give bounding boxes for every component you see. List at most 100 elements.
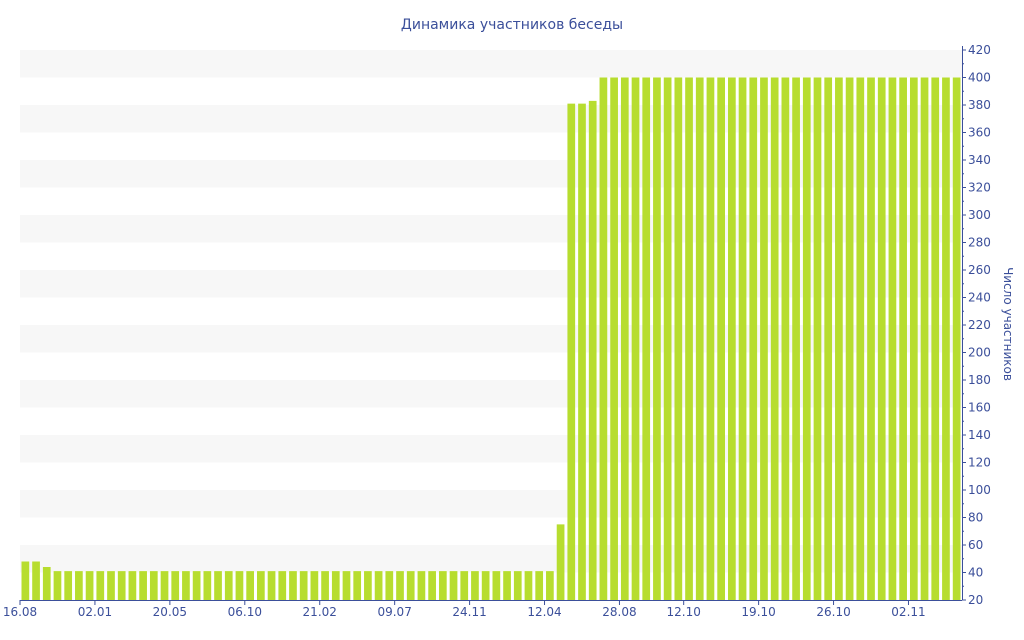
bar	[438, 571, 447, 601]
bar	[867, 77, 875, 600]
bar	[588, 100, 597, 601]
bar	[513, 571, 522, 601]
grid-band	[20, 50, 962, 78]
bar	[824, 77, 833, 600]
bar	[117, 571, 126, 601]
x-tick-label: 06.10	[228, 605, 262, 619]
bar	[578, 103, 586, 601]
x-tick-label: 19.10	[741, 605, 775, 619]
bar	[289, 571, 297, 601]
bar	[449, 571, 458, 601]
bar	[642, 77, 651, 600]
bar	[203, 571, 212, 601]
bar	[770, 77, 779, 600]
bar	[492, 571, 501, 601]
bar	[342, 571, 351, 601]
bar	[749, 77, 758, 600]
x-tick-label: 16.08	[3, 605, 37, 619]
bar	[620, 77, 629, 600]
bar	[182, 571, 190, 601]
bar	[139, 571, 147, 601]
bar	[428, 571, 436, 601]
bar	[877, 77, 886, 600]
bar	[75, 571, 83, 601]
bar	[931, 77, 940, 600]
bar	[717, 77, 725, 600]
bar	[631, 77, 640, 600]
x-tick-label: 28.08	[602, 605, 636, 619]
y-tick-label: 360	[968, 126, 991, 140]
bar	[353, 571, 362, 601]
y-tick-label: 40	[968, 566, 983, 580]
y-tick-label: 300	[968, 208, 991, 222]
bar	[888, 77, 897, 600]
x-tick-label: 12.04	[527, 605, 561, 619]
bar	[471, 571, 479, 601]
bar	[171, 571, 180, 601]
bar	[524, 571, 533, 601]
y-tick-label: 80	[968, 511, 983, 525]
bar	[738, 77, 747, 600]
x-tick-label: 12.10	[667, 605, 701, 619]
x-tick-label: 24.11	[452, 605, 486, 619]
bar	[952, 77, 961, 600]
bar	[653, 77, 661, 600]
bar	[567, 103, 576, 601]
bar	[267, 571, 276, 601]
bar	[192, 571, 201, 601]
bar	[85, 571, 94, 601]
bar	[214, 571, 222, 601]
bar	[685, 77, 693, 600]
bar	[760, 77, 768, 600]
bar	[310, 571, 319, 601]
bar	[417, 571, 426, 601]
bar	[835, 77, 843, 600]
bar	[503, 571, 511, 601]
y-tick-label: 340	[968, 153, 991, 167]
bar	[535, 571, 544, 601]
bar	[406, 571, 415, 601]
bar	[278, 571, 287, 601]
bar	[792, 77, 800, 600]
bar	[246, 571, 254, 601]
x-tick-label: 09.07	[377, 605, 411, 619]
bar	[224, 571, 233, 601]
y-tick-label: 220	[968, 318, 991, 332]
bar	[235, 571, 244, 601]
y-tick-label: 100	[968, 483, 991, 497]
bar	[909, 77, 918, 600]
bar	[706, 77, 715, 600]
bar	[331, 571, 340, 601]
y-axis-label: Число участников	[1001, 267, 1015, 381]
y-tick-label: 320	[968, 181, 991, 195]
bar	[364, 571, 372, 601]
bar	[160, 571, 169, 601]
bars-group	[21, 77, 961, 601]
y-tick-label: 400	[968, 71, 991, 85]
bar	[107, 571, 115, 601]
y-tick-label: 140	[968, 428, 991, 442]
bar	[257, 571, 265, 601]
bar	[899, 77, 907, 600]
bar	[845, 77, 854, 600]
y-tick-label: 420	[968, 43, 991, 57]
bar	[42, 567, 51, 600]
y-tick-label: 200	[968, 346, 991, 360]
bar	[53, 571, 62, 601]
chart-title: Динамика участников беседы	[401, 17, 623, 33]
bar	[385, 571, 394, 601]
bar	[674, 77, 683, 600]
x-tick-label: 02.01	[78, 605, 112, 619]
y-tick-label: 20	[968, 593, 983, 607]
y-tick-label: 280	[968, 236, 991, 250]
bar	[481, 571, 490, 601]
y-tick-label: 180	[968, 373, 991, 387]
bar	[374, 571, 383, 601]
y-tick-label: 260	[968, 263, 991, 277]
y-tick-label: 160	[968, 401, 991, 415]
y-tick-label: 380	[968, 98, 991, 112]
bar	[96, 571, 105, 601]
bar	[149, 571, 158, 601]
x-tick-label: 26.10	[816, 605, 850, 619]
